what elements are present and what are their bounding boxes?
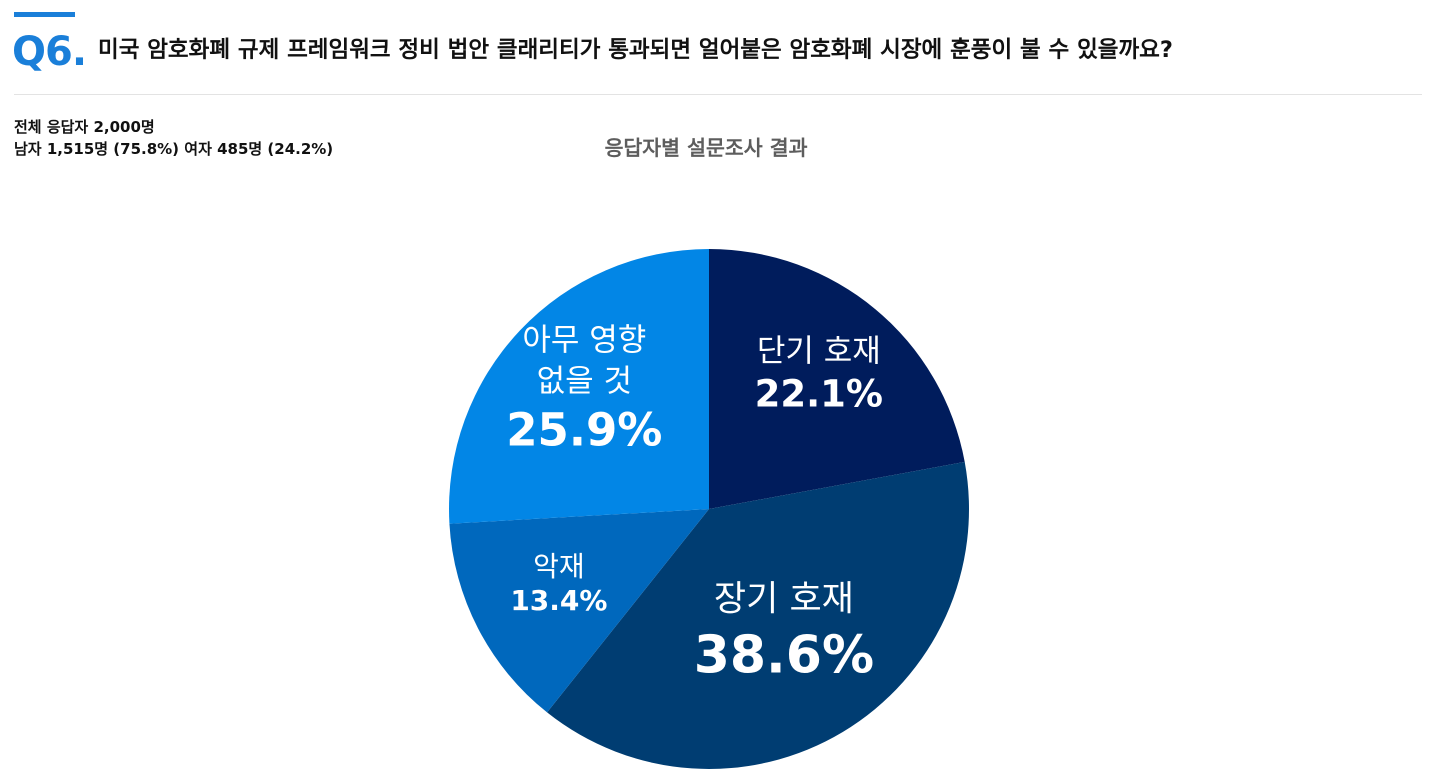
slice-label: 장기 호재 (714, 580, 854, 620)
respondent-total: 전체 응답자 2,000명 (14, 118, 155, 136)
pie-slice (547, 461, 970, 769)
question-text: 미국 암호화폐 규제 프레임워크 정비 법안 클래리티가 통과되면 얼어붙은 암… (98, 37, 1173, 63)
slice-label: 아무 영향 (522, 323, 646, 359)
pie-slice (709, 249, 965, 509)
chart-title: 응답자별 설문조사 결과 (604, 136, 808, 160)
pie-slice (449, 509, 709, 713)
respondent-info: 전체 응답자 2,000명 남자 1,515명 (75.8%) 여자 485명 … (14, 116, 333, 160)
question-number: Q6. (12, 29, 87, 75)
respondent-breakdown: 남자 1,515명 (75.8%) 여자 485명 (24.2%) (14, 140, 334, 158)
slice-label: 악재 (533, 550, 585, 583)
slice-value-label: 13.4% (510, 584, 607, 617)
slice-value-label: 38.6% (694, 625, 874, 685)
slice-value-label: 22.1% (755, 372, 883, 415)
accent-bar (14, 12, 75, 17)
pie-slice (449, 249, 709, 524)
slice-label: 단기 호재 (757, 334, 881, 370)
slice-label: 없을 것 (537, 364, 632, 400)
divider (14, 94, 1422, 95)
slice-value-label: 25.9% (506, 403, 662, 456)
